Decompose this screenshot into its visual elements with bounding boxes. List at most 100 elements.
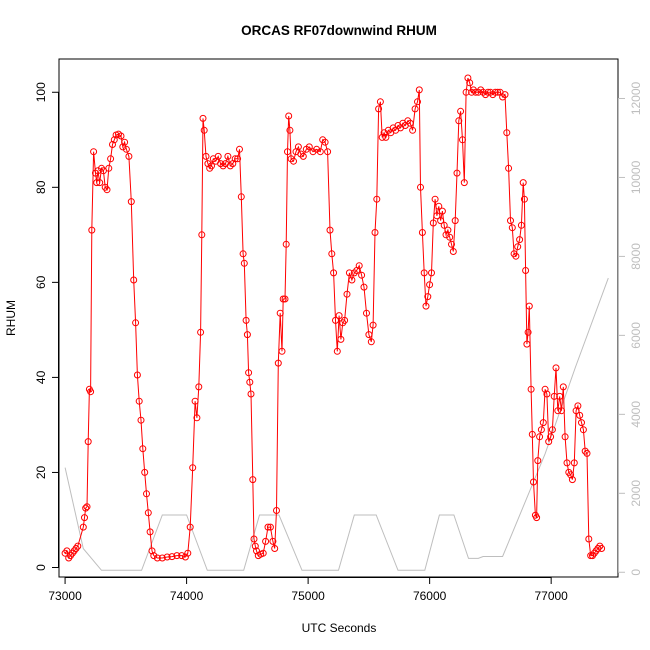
rhum-point bbox=[143, 490, 150, 498]
rhum-point bbox=[133, 371, 141, 379]
rhum-point bbox=[287, 155, 295, 163]
rhum-point bbox=[426, 281, 434, 289]
rhum-point bbox=[197, 328, 205, 336]
rhum-point bbox=[537, 426, 545, 434]
rhum-point bbox=[87, 388, 95, 396]
rhum-point bbox=[517, 221, 525, 229]
rhum-point bbox=[286, 126, 294, 134]
rhum-point bbox=[522, 267, 530, 274]
x-tick-label: 73000 bbox=[48, 589, 82, 603]
rhum-point bbox=[240, 259, 248, 267]
rhum-point bbox=[345, 269, 353, 277]
x-tick-label: 77000 bbox=[534, 589, 568, 603]
rhum-point bbox=[420, 269, 428, 277]
rhum-point bbox=[246, 378, 254, 386]
rhum-point bbox=[202, 152, 210, 160]
rhum-point bbox=[464, 74, 472, 82]
rhum-point bbox=[355, 262, 363, 270]
rhum-point bbox=[418, 229, 426, 236]
rhum-point bbox=[547, 433, 555, 441]
rhum-point bbox=[294, 143, 302, 151]
rhum-point bbox=[83, 503, 91, 511]
y2-tick-label: 6000 bbox=[629, 322, 643, 349]
rhum-point bbox=[512, 252, 520, 260]
rhum-point bbox=[378, 133, 386, 141]
rhum-point bbox=[578, 419, 585, 427]
rhum-point bbox=[195, 383, 203, 391]
rhum-point bbox=[199, 114, 207, 122]
rhum-point bbox=[224, 152, 232, 160]
rhum-point bbox=[189, 464, 197, 472]
rhum-point bbox=[299, 152, 307, 160]
rhum-point bbox=[559, 383, 567, 391]
rhum-point bbox=[264, 523, 272, 531]
rhum-point bbox=[249, 476, 257, 484]
rhum-point bbox=[74, 542, 82, 550]
rhum-point bbox=[444, 226, 452, 234]
rhum-point bbox=[533, 514, 541, 522]
rhum-point bbox=[514, 243, 522, 251]
rhum-point bbox=[449, 248, 457, 255]
rhum-point bbox=[570, 459, 578, 467]
rhum-point bbox=[150, 552, 158, 560]
rhum-point bbox=[437, 217, 445, 225]
rhum-point bbox=[251, 542, 259, 550]
rhum-point bbox=[328, 250, 336, 258]
rhum-point bbox=[523, 340, 531, 348]
rhum-point bbox=[543, 390, 551, 398]
rhum-point bbox=[239, 250, 247, 258]
rhum-point bbox=[576, 411, 584, 419]
rhum-point bbox=[132, 319, 140, 327]
rhum-point bbox=[276, 309, 284, 317]
rhum-point bbox=[455, 117, 463, 125]
rhum-point bbox=[451, 217, 459, 225]
rhum-point bbox=[375, 105, 383, 113]
rhum-point bbox=[236, 145, 243, 153]
rhum-point bbox=[417, 183, 424, 191]
y2-tick-label: 10000 bbox=[629, 160, 643, 194]
rhum-point bbox=[88, 226, 96, 234]
rhum-point bbox=[561, 433, 569, 441]
rhum-point bbox=[527, 385, 535, 393]
y-tick-label: 0 bbox=[34, 564, 48, 571]
rhum-point bbox=[499, 93, 507, 101]
rhum-point bbox=[424, 293, 432, 301]
rhum-point bbox=[501, 91, 509, 99]
rhum-point bbox=[96, 179, 104, 187]
rhum-point bbox=[545, 438, 553, 446]
rhum-point bbox=[406, 119, 414, 127]
rhum-point bbox=[341, 316, 349, 324]
rhum-point bbox=[567, 471, 575, 479]
rhum-point bbox=[477, 86, 485, 94]
chart-title: ORCAS RF07downwind RHUM bbox=[241, 23, 437, 38]
y-tick-label: 80 bbox=[34, 180, 48, 194]
rhum-point bbox=[404, 117, 412, 125]
rhum-point bbox=[184, 549, 192, 557]
rhum-point bbox=[68, 549, 76, 557]
rhum-point bbox=[81, 514, 88, 522]
rhum-point bbox=[281, 295, 289, 303]
rhum-point bbox=[121, 138, 129, 146]
rhum-point bbox=[250, 535, 258, 543]
rhum-point bbox=[219, 162, 227, 170]
x-tick-label: 75000 bbox=[291, 589, 325, 603]
rhum-point bbox=[316, 148, 324, 156]
rhum-point bbox=[243, 331, 251, 339]
rhum-point bbox=[429, 219, 437, 227]
rhum-point bbox=[200, 126, 208, 134]
rhum-point bbox=[524, 328, 532, 336]
rhum-point bbox=[382, 133, 390, 141]
rhum-series bbox=[61, 74, 606, 562]
rhum-point bbox=[525, 302, 533, 310]
rhum-point bbox=[330, 269, 338, 277]
rhum-point bbox=[507, 217, 514, 225]
rhum-point bbox=[558, 407, 565, 415]
rhum-point bbox=[411, 105, 419, 113]
rhum-point bbox=[144, 509, 152, 517]
rhum-point bbox=[494, 88, 502, 96]
rhum-point bbox=[273, 507, 280, 514]
rhum-point bbox=[139, 445, 147, 453]
y-axis-label: RHUM bbox=[4, 300, 18, 336]
y2-tick-label: 8000 bbox=[629, 243, 643, 270]
rhum-point bbox=[153, 554, 161, 562]
